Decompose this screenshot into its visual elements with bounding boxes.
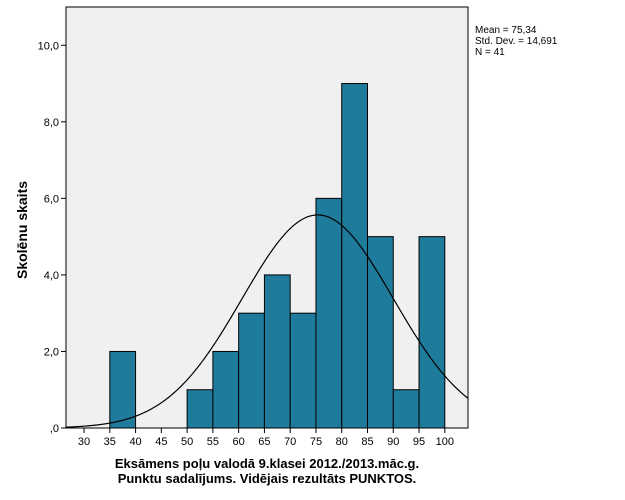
histogram-bar-90-95 bbox=[392, 389, 420, 429]
x-tick-label-75: 75 bbox=[310, 436, 322, 448]
x-tick-label-45: 45 bbox=[155, 436, 167, 448]
x-tick-label-65: 65 bbox=[258, 436, 270, 448]
x-tick-label-85: 85 bbox=[361, 436, 373, 448]
histogram-bar-95-100 bbox=[418, 236, 446, 429]
x-tick-label-95: 95 bbox=[413, 436, 425, 448]
x-axis-title-line-2: Punktu sadalījums. Vidējais rezultāts PU… bbox=[117, 471, 417, 486]
histogram-bar-50-55 bbox=[186, 389, 214, 429]
y-tick-label-2: 2,0 bbox=[44, 346, 59, 358]
x-tick-label-70: 70 bbox=[284, 436, 296, 448]
x-tick-label-55: 55 bbox=[207, 436, 219, 448]
y-tick-label-6: 6,0 bbox=[44, 193, 59, 205]
x-tick-label-90: 90 bbox=[387, 436, 399, 448]
histogram-bar-75-80 bbox=[315, 197, 343, 429]
y-axis-title-wrap: Skolēnu skaits bbox=[12, 145, 32, 315]
x-axis-title-line-1: Eksāmens poļu valodā 9.klasei 2012./2013… bbox=[114, 456, 420, 471]
histogram-bar-55-60 bbox=[212, 350, 240, 429]
x-tick-label-30: 30 bbox=[78, 436, 90, 448]
y-tick-label-0: ,0 bbox=[50, 423, 59, 435]
x-tick-label-40: 40 bbox=[129, 436, 141, 448]
x-tick-label-80: 80 bbox=[336, 436, 348, 448]
histogram-bar-70-75 bbox=[289, 312, 317, 429]
histogram-bar-35-40 bbox=[109, 350, 137, 429]
histogram-bar-60-65 bbox=[238, 312, 265, 429]
stats-mean: Mean = 75,34 bbox=[475, 25, 537, 36]
x-tick-label-100: 100 bbox=[436, 436, 454, 448]
histogram-bar-80-85 bbox=[341, 83, 369, 429]
stats-box: Mean = 75,34 Std. Dev. = 14,691 N = 41 bbox=[475, 25, 557, 58]
y-tick-label-4: 4,0 bbox=[44, 270, 59, 282]
normal-curve bbox=[65, 214, 469, 428]
x-tick-label-60: 60 bbox=[233, 436, 245, 448]
histogram-bar-65-70 bbox=[263, 274, 291, 429]
y-axis-title: Skolēnu skaits bbox=[14, 180, 30, 280]
stats-std-dev: Std. Dev. = 14,691 bbox=[475, 36, 558, 47]
stats-n: N = 41 bbox=[475, 47, 505, 58]
y-tick-label-8: 8,0 bbox=[44, 117, 59, 129]
x-tick-label-35: 35 bbox=[104, 436, 116, 448]
histogram-bar-85-90 bbox=[367, 236, 394, 429]
y-tick-label-10: 10,0 bbox=[38, 40, 59, 52]
x-axis-title: Eksāmens poļu valodā 9.klasei 2012./2013… bbox=[66, 456, 468, 486]
x-tick-label-50: 50 bbox=[181, 436, 193, 448]
